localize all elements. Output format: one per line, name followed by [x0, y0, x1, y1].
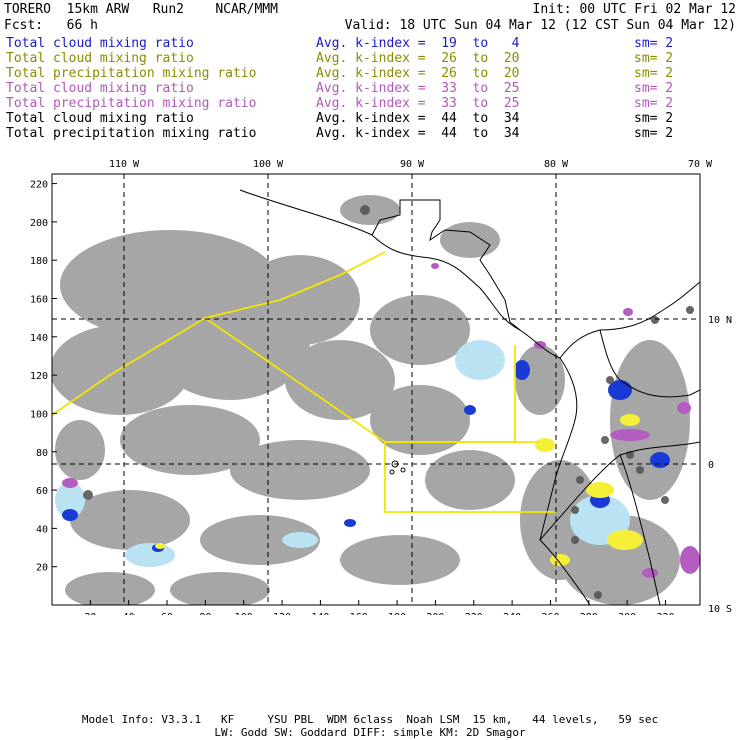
legend-smoothing: sm= 2: [634, 111, 674, 126]
y-axis: 220 200 180 160 140 120 100 80 60 40 20: [30, 180, 57, 574]
legend-smoothing: sm= 2: [634, 96, 674, 111]
x-tick-label: 300: [618, 612, 636, 615]
lon-label: 110 W: [109, 159, 140, 170]
y-tick-label: 160: [30, 295, 48, 306]
x-tick-label: 280: [580, 612, 598, 615]
legend-row: Total precipitation mixing ratio Avg. k-…: [6, 96, 730, 111]
legend-row: Total precipitation mixing ratio Avg. k-…: [6, 126, 730, 141]
legend-smoothing: sm= 2: [634, 81, 674, 96]
coastline: [239, 189, 700, 605]
y-tick-label: 100: [30, 409, 48, 420]
legend-row: Total cloud mixing ratio Avg. k-index = …: [6, 81, 730, 96]
x-tick-label: 160: [350, 612, 368, 615]
legend-k-index: Avg. k-index = 44 to 34: [316, 126, 520, 141]
y-tick-label: 60: [36, 486, 48, 497]
legend-smoothing: sm= 2: [634, 51, 674, 66]
x-tick-label: 80: [199, 612, 211, 615]
x-tick-label: 260: [541, 612, 559, 615]
map-frame: [51, 173, 701, 606]
lon-label: 100 W: [253, 159, 284, 170]
graticule: [52, 174, 700, 605]
lat-label: 10 N: [708, 315, 732, 326]
y-tick-label: 180: [30, 256, 48, 267]
lon-label: 80 W: [544, 159, 569, 170]
y-tick-label: 80: [36, 448, 48, 459]
legend-field-name: Total precipitation mixing ratio: [6, 96, 257, 111]
x-tick-label: 20: [84, 612, 96, 615]
legend-row: Total cloud mixing ratio Avg. k-index = …: [6, 51, 730, 66]
y-tick-label: 40: [36, 524, 48, 535]
y-tick-label: 20: [36, 563, 48, 574]
x-tick-label: 40: [123, 612, 135, 615]
field-layer: [52, 189, 700, 605]
x-tick-label: 180: [388, 612, 406, 615]
x-tick-label: 100: [235, 612, 253, 615]
legend-field-name: Total cloud mixing ratio: [6, 111, 194, 126]
lat-label: 10 S: [708, 604, 732, 615]
lon-label: 90 W: [400, 159, 425, 170]
x-tick-label: 120: [273, 612, 291, 615]
legend-field-name: Total cloud mixing ratio: [6, 81, 194, 96]
legend-row: Total cloud mixing ratio Avg. k-index = …: [6, 36, 730, 51]
cloud-light-blue-shading: [55, 340, 630, 567]
legend-row: Total precipitation mixing ratio Avg. k-…: [6, 66, 730, 81]
legend-field-name: Total precipitation mixing ratio: [6, 126, 257, 141]
legend-k-index: Avg. k-index = 44 to 34: [316, 111, 520, 126]
model-title: TORERO 15km ARW Run2 NCAR/MMM: [4, 2, 278, 17]
legend-smoothing: sm= 2: [634, 36, 674, 51]
forecast-map: 220 200 180 160 140 120 100 80 60 40 20 20 40 60 80 10…: [30, 159, 732, 615]
x-tick-label: 320: [656, 612, 674, 615]
y-tick-label: 200: [30, 218, 48, 229]
legend-row: Total cloud mixing ratio Avg. k-index = …: [6, 111, 730, 126]
x-tick-label: 200: [426, 612, 444, 615]
valid-time: Valid: 18 UTC Sun 04 Mar 12 (12 CST Sun …: [344, 18, 736, 33]
forecast-hour: Fcst: 66 h: [4, 18, 98, 33]
legend-field-name: Total cloud mixing ratio: [6, 51, 194, 66]
lon-label: 70 W: [688, 159, 713, 170]
physics-info: LW: Godd SW: Goddard DIFF: simple KM: 2D…: [214, 726, 526, 739]
y-tick-label: 220: [30, 180, 48, 191]
legend-field-name: Total cloud mixing ratio: [6, 36, 194, 51]
legend-smoothing: sm= 2: [634, 126, 674, 141]
lat-label: 0: [708, 460, 714, 471]
x-tick-label: 220: [465, 612, 483, 615]
legend-k-index: Avg. k-index = 19 to 4: [316, 36, 520, 51]
flight-track: [52, 251, 555, 513]
legend-field-name: Total precipitation mixing ratio: [6, 66, 257, 81]
cloud-dark-gray-shading: [83, 205, 694, 599]
x-tick-label: 140: [311, 612, 329, 615]
init-time: Init: 00 UTC Fri 02 Mar 12: [532, 2, 737, 17]
longitude-labels: 110 W 100 W 90 W 80 W 70 W: [109, 159, 713, 170]
y-tick-label: 120: [30, 371, 48, 382]
y-tick-label: 140: [30, 333, 48, 344]
legend-k-index: Avg. k-index = 33 to 25: [316, 96, 520, 111]
legend-k-index: Avg. k-index = 26 to 20: [316, 51, 520, 66]
legend-k-index: Avg. k-index = 26 to 20: [316, 66, 520, 81]
x-axis: 20 40 60 80 100 120 140 160 180 200 220 240 260 280 30…: [84, 600, 675, 615]
legend-k-index: Avg. k-index = 33 to 25: [316, 81, 520, 96]
x-tick-label: 240: [503, 612, 521, 615]
x-tick-label: 60: [161, 612, 173, 615]
latitude-labels: 10 N 0 10 S: [708, 315, 732, 615]
legend-smoothing: sm= 2: [634, 66, 674, 81]
model-info: Model Info: V3.3.1 KF YSU PBL WDM 6class…: [81, 713, 659, 726]
